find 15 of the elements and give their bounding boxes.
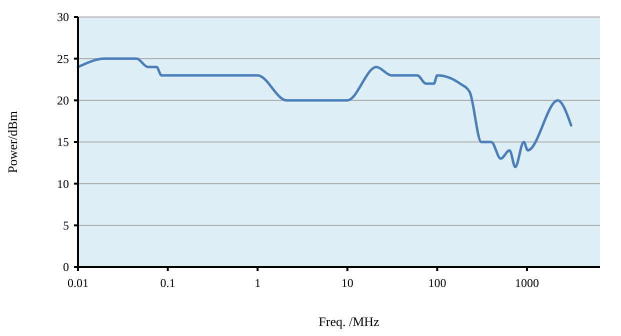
y-tick-label: 20	[57, 94, 69, 108]
y-tick-label: 15	[57, 135, 69, 150]
x-tick-label: 1	[254, 276, 261, 290]
x-tick-label: 10	[341, 276, 354, 290]
y-tick-label: 25	[57, 52, 69, 66]
y-tick-label: 0	[63, 260, 69, 274]
x-tick-label: 1000	[515, 276, 539, 290]
y-tick-label: 10	[57, 176, 69, 191]
x-tick-label: 0.1	[160, 276, 176, 290]
x-tick-label: 100	[428, 276, 446, 290]
x-tick-label: 0.01	[68, 276, 88, 290]
y-tick-label: 5	[63, 218, 69, 233]
y-axis-title: Power/dBm	[5, 110, 20, 174]
x-axis-title: Freq. /MHz	[318, 314, 380, 329]
y-tick-label: 30	[57, 10, 69, 24]
